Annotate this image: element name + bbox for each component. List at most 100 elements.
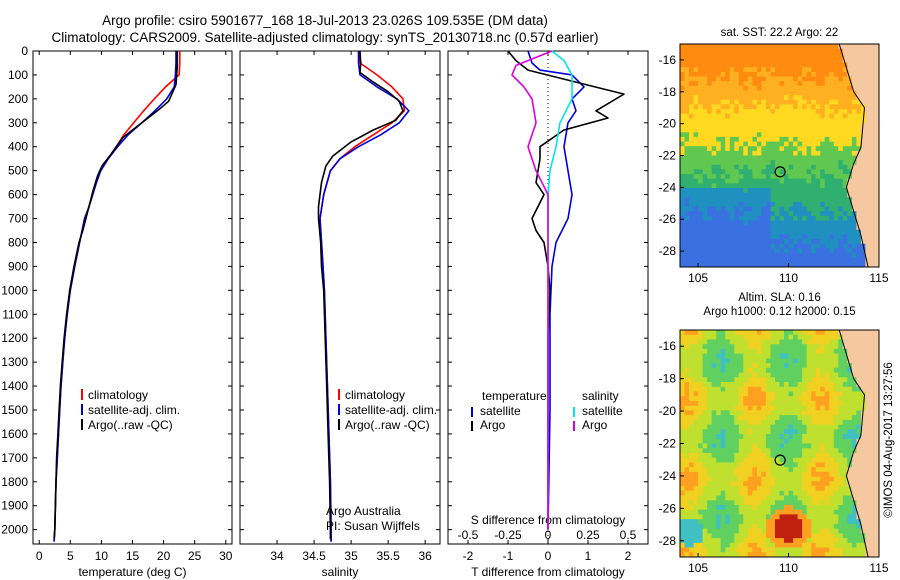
sst_map-cell (738, 53, 744, 59)
sla_map-cell (743, 519, 749, 525)
sla_map-cell (833, 467, 839, 473)
sla_map-cell (747, 486, 753, 492)
sla_map-cell (811, 471, 817, 478)
sst_map-cell (788, 76, 794, 82)
sst_map-cell (870, 109, 876, 115)
sst_map-cell (820, 188, 826, 194)
sst_map-cell (707, 81, 713, 87)
sst_map-cell (711, 95, 717, 101)
sla_map-cell (802, 386, 808, 393)
sst_map-cell (802, 99, 808, 105)
sst_map-cell (756, 132, 762, 138)
sst_map-cell (811, 104, 817, 110)
sla_map-cell (788, 538, 794, 544)
sst_map-cell (788, 206, 794, 212)
sst_map-cell (870, 53, 876, 59)
sla_map-cell (793, 509, 799, 515)
sst_map-cell (784, 141, 790, 147)
difference-series-salinity-argo (511, 50, 553, 530)
sla_map-cell (761, 552, 767, 557)
sla_map-cell (707, 505, 713, 511)
temperature-ytick-label: 0 (21, 44, 28, 58)
sst_map-cell (811, 90, 817, 96)
sla_map-cell (765, 330, 771, 336)
sst_map-cell (806, 109, 812, 115)
sst_map-cell (788, 160, 794, 166)
sla_map-cell (815, 481, 821, 487)
sla_map-cell (684, 344, 690, 350)
sla_map-cell (698, 396, 704, 402)
sla_map-cell (829, 386, 835, 393)
sla_map-cell (802, 519, 808, 525)
sst_map-cell (856, 215, 862, 222)
sst_map-cell (775, 215, 781, 222)
sla_map-cell (865, 334, 871, 340)
sst_map-cell (698, 85, 704, 91)
sla_map-cell (874, 429, 879, 435)
sla_map-cell (756, 509, 762, 515)
sla_map-cell (720, 344, 726, 350)
sst_map-cell (870, 155, 876, 161)
sla_map-cell (784, 330, 790, 336)
sla_map-cell (870, 372, 876, 378)
sla_map-cell (865, 419, 871, 426)
sla_map-cell (797, 348, 803, 355)
sst_map-cell (775, 136, 781, 143)
sst_map-cell (770, 225, 776, 231)
sst_map-cell (707, 253, 713, 259)
sla_map-cell (734, 334, 740, 340)
sla_map-cell (752, 542, 758, 549)
sst_map-ytick-label: -26 (659, 212, 677, 226)
sst_map-cell (775, 104, 781, 110)
sst_map-cell (851, 141, 857, 147)
sst_map-cell (725, 160, 731, 166)
sla_map-cell (824, 377, 830, 383)
sst_map-cell (779, 188, 785, 194)
sst_map-cell (784, 169, 790, 175)
sla_map-cell (693, 495, 699, 501)
sst_map-cell (693, 234, 699, 240)
sst_map-cell (752, 127, 758, 133)
sst_map-cell (829, 206, 835, 212)
sst_map-cell (833, 136, 839, 143)
sst_map-cell (711, 85, 717, 91)
sst_map-cell (865, 99, 871, 105)
sst_map-cell (680, 257, 686, 263)
sla_map-cell (716, 476, 722, 482)
sla_map-cell (788, 476, 794, 482)
sst_map-cell (702, 229, 708, 235)
sst_map-cell (784, 206, 790, 212)
sst_map-cell (793, 44, 799, 50)
sla_map-cell (788, 415, 794, 421)
sst_map-cell (756, 90, 762, 96)
sla_map-cell (802, 538, 808, 544)
sla_map-cell (779, 457, 785, 463)
sst_map-cell (756, 169, 762, 175)
sst_map-cell (784, 113, 790, 119)
sst_map-cell (815, 53, 821, 59)
sst_map-cell (793, 202, 799, 208)
sst_map-cell (747, 192, 753, 198)
sla_map-cell (761, 344, 767, 350)
sst_map-cell (856, 99, 862, 105)
sst_map-cell (680, 225, 686, 231)
sst_map-cell (689, 234, 695, 240)
sla_map-cell (874, 457, 879, 463)
sla_map-cell (865, 505, 871, 511)
sst_map-cell (756, 239, 762, 245)
sla_map-cell (720, 547, 726, 553)
sst_map-cell (680, 109, 686, 115)
sla_map-cell (870, 334, 876, 340)
sla_map-cell (806, 344, 812, 350)
sst_map-cell (752, 90, 758, 96)
sla_map-cell (824, 353, 830, 359)
sla_map-cell (734, 386, 740, 393)
sst_map-cell (820, 178, 826, 184)
sst_map-cell (702, 113, 708, 119)
sst_map-cell (815, 229, 821, 235)
sla_map-cell (779, 505, 785, 511)
sst_map-cell (765, 109, 771, 115)
sla_map-cell (684, 538, 690, 544)
sst_map-cell (693, 48, 699, 54)
sla_map-cell (765, 552, 771, 557)
